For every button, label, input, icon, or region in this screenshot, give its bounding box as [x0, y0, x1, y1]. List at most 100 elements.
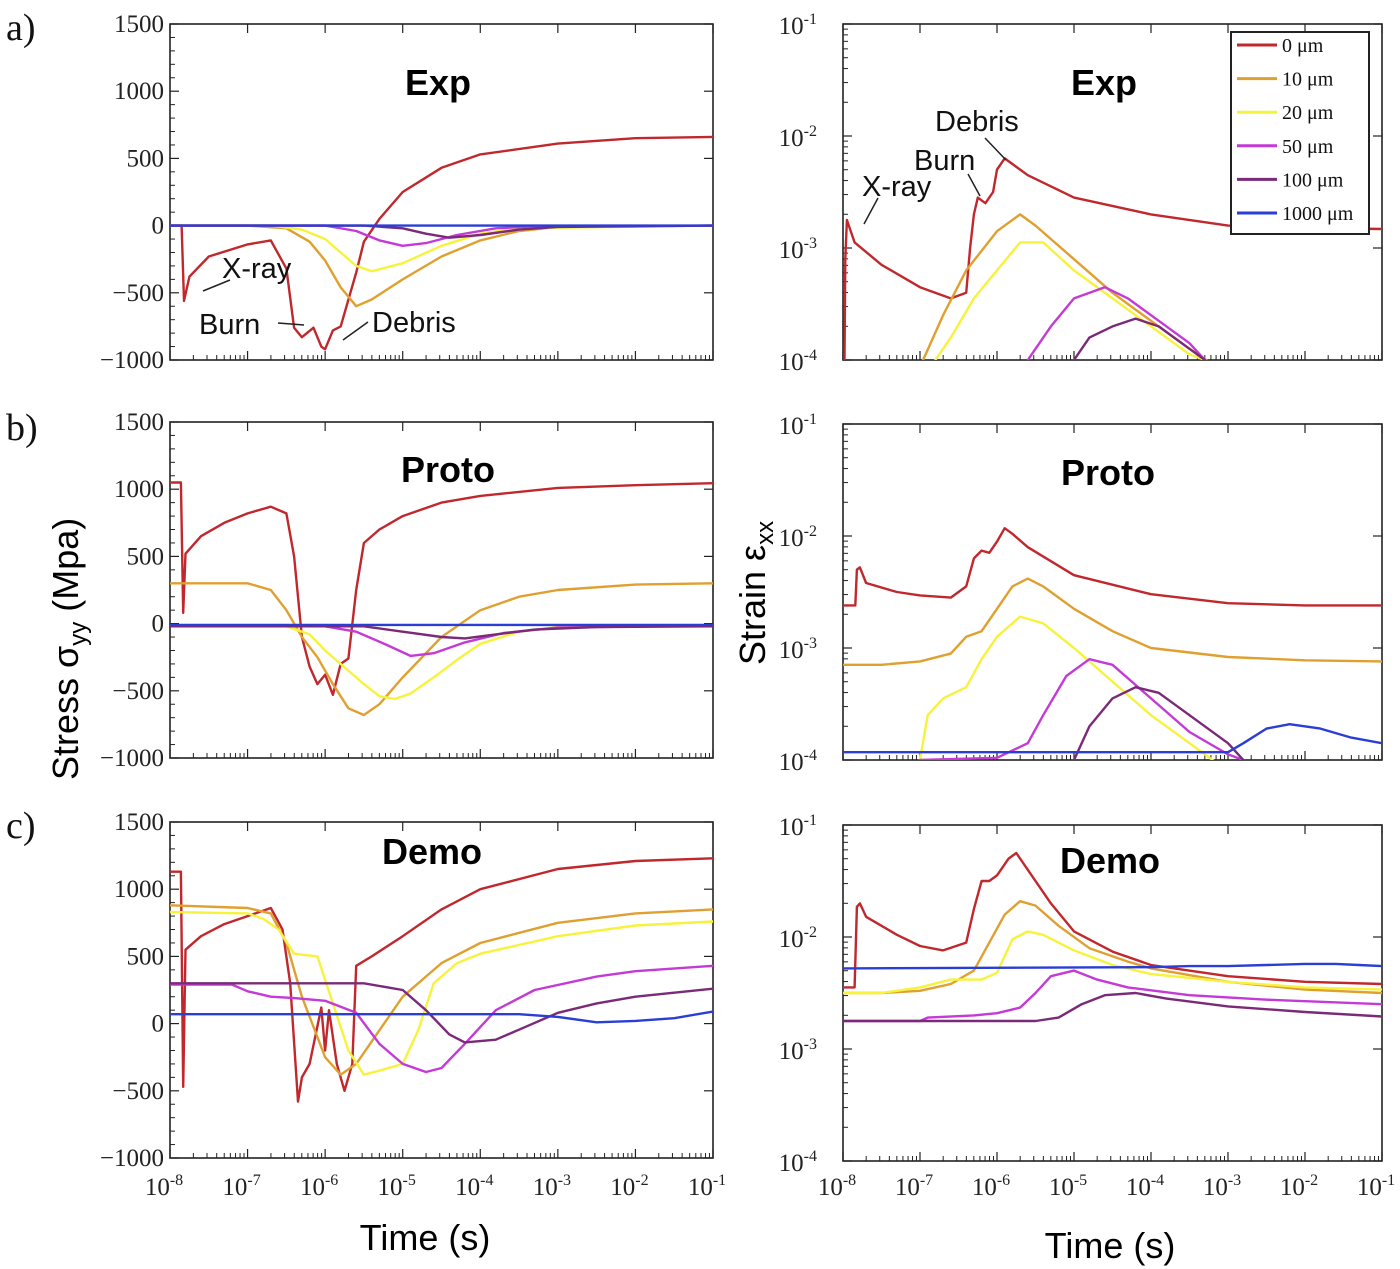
- row-label-c: c): [6, 805, 36, 847]
- series-line: [170, 582, 713, 717]
- x-tick-label: 10-6: [300, 1172, 338, 1201]
- strain-axis-label: Strain εxx: [732, 521, 779, 665]
- series-line: [170, 625, 713, 640]
- annotation-xray-left: X-ray: [222, 253, 292, 285]
- y-tick-label: 10-1: [779, 411, 817, 440]
- legend-label: 100 μm: [1282, 169, 1344, 191]
- y-tick-label: 10-2: [779, 523, 817, 552]
- series-line: [918, 658, 1245, 760]
- series-line: [1072, 317, 1207, 360]
- y-tick-label: 1000: [114, 476, 164, 503]
- x-tick-label: 10-3: [1203, 1172, 1241, 1201]
- annotation-debris-right: Debris: [935, 106, 1019, 138]
- annotation-debris-left: Debris: [372, 307, 456, 339]
- series-group-b-right: [843, 527, 1382, 760]
- panel-title: Exp: [1071, 62, 1137, 103]
- panel-title: Proto: [1061, 452, 1155, 493]
- x-tick-label: 10-4: [455, 1172, 493, 1201]
- time-axis-label-left: Time (s): [360, 1217, 491, 1258]
- annotation-burn-left-arrow: [277, 322, 305, 326]
- series-line: [1026, 286, 1207, 360]
- series-group-a-left: [170, 135, 713, 351]
- y-tick-label: 10-2: [779, 924, 817, 953]
- series-line: [170, 982, 713, 1044]
- y-tick-label: −1000: [100, 745, 164, 772]
- series-line: [170, 224, 713, 247]
- series-line: [170, 481, 713, 696]
- y-tick-label: 500: [127, 543, 165, 570]
- series-line: [843, 930, 1382, 995]
- y-tick-label: −1000: [100, 347, 164, 374]
- legend: 0 μm 10 μm 20 μm 50 μm 100 μm 1000 μm: [1230, 31, 1370, 235]
- y-tick-label: −500: [112, 1078, 164, 1105]
- y-tick-label: 1500: [114, 409, 164, 436]
- plot-frame-a-right: [842, 23, 1383, 361]
- x-tick-label: 10-1: [688, 1172, 726, 1201]
- chart-panel-b-left: 1500 1000 500 0 −500 −1000 Proto: [100, 409, 714, 772]
- series-line: [843, 157, 1382, 360]
- chart-panel-c-left: 10-8 10-7 10-6 10-5 10-4 10-3 10-2 10-1 1500 1000…: [100, 809, 726, 1201]
- series-line: [170, 910, 713, 1076]
- legend-label: 20 μm: [1282, 102, 1334, 124]
- x-tick-label: 10-5: [378, 1172, 416, 1201]
- annotation-xray-right-arrow: [863, 197, 879, 225]
- series-line: [170, 964, 713, 1074]
- legend-label: 0 μm: [1282, 35, 1324, 57]
- stress-axis-label-unit: (Mpa): [45, 518, 86, 622]
- time-axis-label-right: Time (s): [1045, 1225, 1176, 1266]
- y-tick-label: 10-4: [779, 347, 817, 376]
- x-tick-label: 10-2: [610, 1172, 648, 1201]
- series-group-c-right: [843, 851, 1382, 1023]
- legend-label: 1000 μm: [1282, 203, 1354, 225]
- series-line: [843, 900, 1382, 995]
- series-line: [843, 851, 1382, 989]
- y-tick-label: 0: [152, 1011, 165, 1038]
- row-label-a: a): [6, 7, 36, 49]
- x-tick-label: 10-8: [145, 1172, 183, 1201]
- annotation-burn-right: Burn: [914, 145, 975, 177]
- annotation-burn-left: Burn: [199, 309, 260, 341]
- x-tick-label: 10-3: [533, 1172, 571, 1201]
- stress-axis-label-sub: yy: [65, 622, 92, 646]
- y-tick-label: 1000: [114, 78, 164, 105]
- series-line: [843, 969, 1382, 1023]
- series-line: [934, 241, 1207, 360]
- series-line: [843, 577, 1382, 666]
- series-line: [170, 224, 713, 308]
- plot-frame-b-right: [842, 423, 1383, 761]
- row-label-b: b): [6, 407, 38, 449]
- series-line: [170, 224, 713, 239]
- x-tick-label: 10-7: [222, 1172, 260, 1201]
- annotation-debris-right-arrow: [984, 137, 1007, 161]
- series-group-c-left: [170, 857, 713, 1103]
- series-line: [843, 991, 1382, 1023]
- x-tick-label: 10-4: [1126, 1172, 1164, 1201]
- y-tick-label: 10-4: [779, 747, 817, 776]
- legend-label: 10 μm: [1282, 69, 1334, 91]
- annotation-burn-right-arrow: [967, 173, 981, 197]
- y-tick-label: 500: [127, 943, 165, 970]
- series-line: [170, 624, 713, 658]
- series-group-a-right: [843, 157, 1382, 360]
- series-line: [170, 857, 713, 1103]
- plot-frame-c-left: [169, 821, 714, 1159]
- series-line: [170, 1010, 713, 1024]
- series-line: [170, 224, 713, 273]
- y-tick-label: 10-4: [779, 1148, 817, 1177]
- strain-axis-label-main: Strain ε: [732, 545, 773, 665]
- series-line: [918, 615, 1214, 760]
- annotation-debris-left-arrow: [342, 321, 369, 341]
- chart-panel-a-right: 10-1 10-2 10-3 10-4 Exp: [779, 11, 1383, 376]
- annotations-left: X-ray Burn Debris: [199, 253, 456, 341]
- y-tick-label: −1000: [100, 1145, 164, 1172]
- x-tick-label: 10-6: [972, 1172, 1010, 1201]
- y-tick-label: 10-2: [779, 123, 817, 152]
- y-tick-label: −500: [112, 678, 164, 705]
- legend-label: 50 μm: [1282, 136, 1334, 158]
- series-group-b-left: [170, 481, 713, 717]
- y-tick-label: 1500: [114, 11, 164, 38]
- stress-axis-label: Stress σyy (Mpa): [45, 518, 92, 780]
- x-tick-label: 10-7: [895, 1172, 933, 1201]
- y-tick-label: 500: [127, 145, 165, 172]
